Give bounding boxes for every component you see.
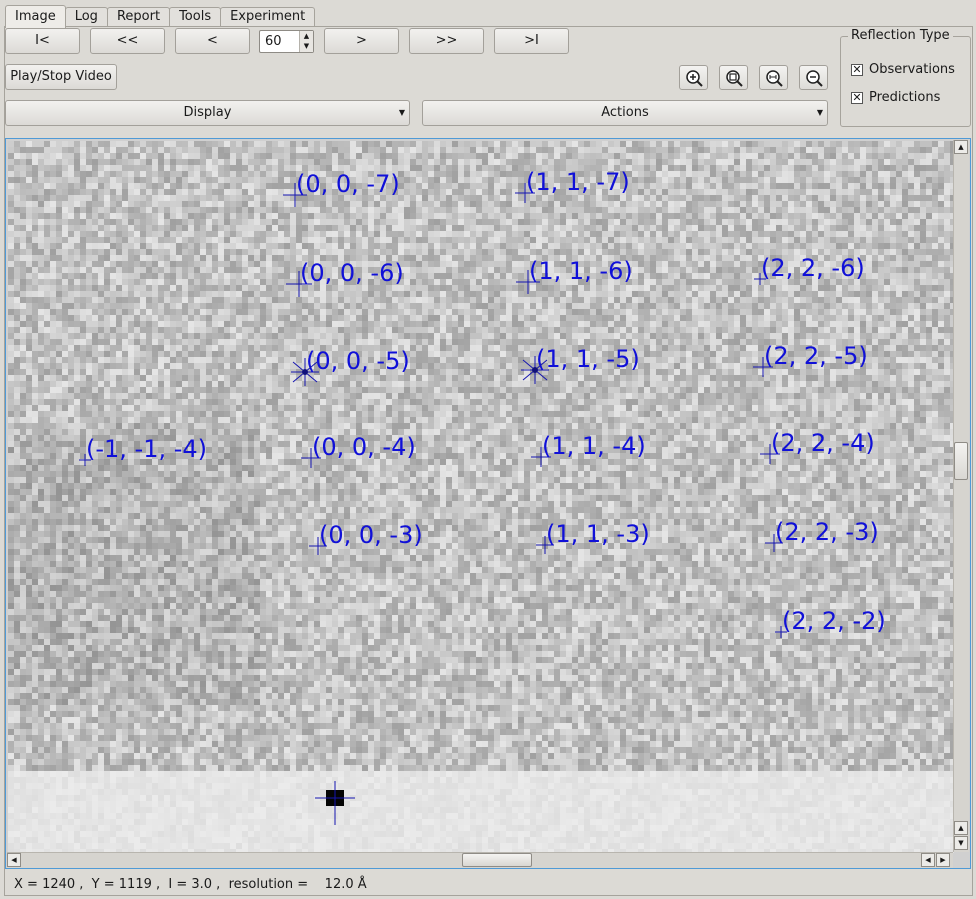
reflection: (0, 0, -7): [283, 170, 400, 207]
reflection-label: (0, 0, -3): [319, 521, 423, 549]
reflection: (1, 1, -4): [531, 432, 646, 467]
last-frame-button[interactable]: >I: [494, 28, 569, 54]
tab-report[interactable]: Report: [106, 7, 171, 27]
zoom-fit-icon: [726, 70, 743, 87]
zoom-reset-button[interactable]: [759, 65, 788, 90]
tab-experiment[interactable]: Experiment: [220, 7, 316, 27]
tab-image[interactable]: Image: [5, 5, 66, 28]
reflection: (2, 2, -2): [775, 607, 886, 638]
reflection-label: (2, 2, -6): [761, 254, 865, 282]
horizontal-scroll-thumb[interactable]: [462, 853, 532, 867]
reflection: (0, 0, -5): [291, 347, 410, 386]
reflection: (0, 0, -3): [309, 521, 423, 555]
zoom-in-icon: [686, 70, 703, 87]
reflection-label: (2, 2, -2): [782, 607, 886, 635]
status-bar: X = 1240 , Y = 1119 , I = 3.0 , resoluti…: [14, 877, 367, 892]
actions-combo-label: Actions: [601, 105, 649, 120]
tab-bar: Image Log Report Tools Experiment: [5, 5, 316, 28]
reflection: (2, 2, -3): [765, 518, 879, 552]
reflection-label: (1, 1, -3): [546, 520, 650, 548]
zoom-reset-icon: [766, 70, 783, 87]
scroll-left-icon[interactable]: ◀: [921, 853, 935, 867]
reflection-type-title: Reflection Type: [848, 28, 953, 43]
reflection: (2, 2, -4): [760, 429, 875, 464]
image-viewport[interactable]: (0, 0, -7) (1, 1, -7) (0, 0, -6) (1, 1, -6)…: [5, 138, 971, 869]
reflection: (1, 1, -7): [515, 168, 630, 203]
zoom-fit-button[interactable]: [719, 65, 748, 90]
play-stop-video-button[interactable]: Play/Stop Video: [5, 64, 117, 90]
reflection-label: (2, 2, -3): [775, 518, 879, 546]
predictions-label: Predictions: [869, 90, 941, 105]
reflection: (2, 2, -6): [754, 254, 865, 285]
back-button[interactable]: <: [175, 28, 250, 54]
scroll-up-icon[interactable]: ▲: [954, 140, 968, 154]
reflection: (0, 0, -6): [286, 259, 404, 297]
frame-value[interactable]: 60: [265, 34, 282, 49]
actions-combo[interactable]: Actions ▼: [422, 100, 828, 126]
fast-back-button[interactable]: <<: [90, 28, 165, 54]
zoom-out-button[interactable]: [799, 65, 828, 90]
reflection-label: (0, 0, -7): [296, 170, 400, 198]
spin-up-icon[interactable]: ▲: [303, 32, 310, 40]
spin-arrows[interactable]: ▲ ▼: [299, 31, 313, 52]
tab-log[interactable]: Log: [64, 7, 108, 27]
scroll-right-icon[interactable]: ▶: [936, 853, 950, 867]
tab-tools[interactable]: Tools: [169, 7, 222, 27]
vertical-scrollbar[interactable]: ▲ ▲ ▼: [953, 140, 969, 852]
vertical-scroll-thumb[interactable]: [954, 442, 968, 480]
check-icon[interactable]: ✕: [851, 90, 863, 104]
chevron-down-icon: ▼: [816, 108, 823, 117]
reflection: (2, 2, -5): [753, 342, 868, 377]
predictions-checkbox[interactable]: ✕ Predictions: [851, 90, 940, 105]
reflection-label: (1, 1, -6): [529, 257, 633, 285]
reflection-label: (1, 1, -4): [542, 432, 646, 460]
reflection: (-1, -1, -4): [79, 435, 207, 466]
detector-pixels: [8, 141, 954, 853]
beam-center-marker: [315, 781, 355, 825]
observations-checkbox[interactable]: ✕ Observations: [851, 62, 955, 77]
scroll-left-icon[interactable]: ◀: [7, 853, 21, 867]
first-frame-button[interactable]: I<: [5, 28, 80, 54]
reflection-label: (2, 2, -5): [764, 342, 868, 370]
zoom-in-button[interactable]: [679, 65, 708, 90]
reflection-type-group: [840, 36, 971, 127]
reflection-overlay: (0, 0, -7) (1, 1, -7) (0, 0, -6) (1, 1, -6)…: [79, 168, 886, 825]
spin-down-icon[interactable]: ▼: [303, 42, 310, 50]
display-combo-label: Display: [183, 105, 232, 120]
reflection-label: (-1, -1, -4): [86, 435, 207, 463]
forward-button[interactable]: >: [324, 28, 399, 54]
reflection: (1, 1, -5): [521, 345, 640, 384]
reflection-label: (0, 0, -4): [312, 433, 416, 461]
scroll-down-icon[interactable]: ▼: [954, 836, 968, 850]
frame-spinbox[interactable]: 60 ▲ ▼: [259, 30, 314, 53]
check-icon[interactable]: ✕: [851, 62, 863, 76]
horizontal-scrollbar[interactable]: ◀ ◀ ▶: [7, 852, 953, 868]
reflection-label: (2, 2, -4): [771, 429, 875, 457]
observation-marker: [292, 361, 318, 383]
fast-forward-button[interactable]: >>: [409, 28, 484, 54]
reflection: (1, 1, -3): [536, 520, 650, 554]
reflection: (1, 1, -6): [516, 257, 633, 294]
display-combo[interactable]: Display ▼: [5, 100, 410, 126]
scroll-up-icon[interactable]: ▲: [954, 821, 968, 835]
reflection-label: (1, 1, -7): [526, 168, 630, 196]
zoom-out-icon: [806, 70, 823, 87]
reflection-label: (1, 1, -5): [536, 345, 640, 373]
chevron-down-icon: ▼: [398, 108, 405, 117]
observation-marker: [522, 359, 548, 381]
reflection: (0, 0, -4): [301, 433, 416, 468]
diffraction-image[interactable]: (0, 0, -7) (1, 1, -7) (0, 0, -6) (1, 1, -6)…: [8, 141, 954, 853]
observations-label: Observations: [869, 62, 955, 77]
reflection-label: (0, 0, -6): [300, 259, 404, 287]
reflection-label: (0, 0, -5): [306, 347, 410, 375]
